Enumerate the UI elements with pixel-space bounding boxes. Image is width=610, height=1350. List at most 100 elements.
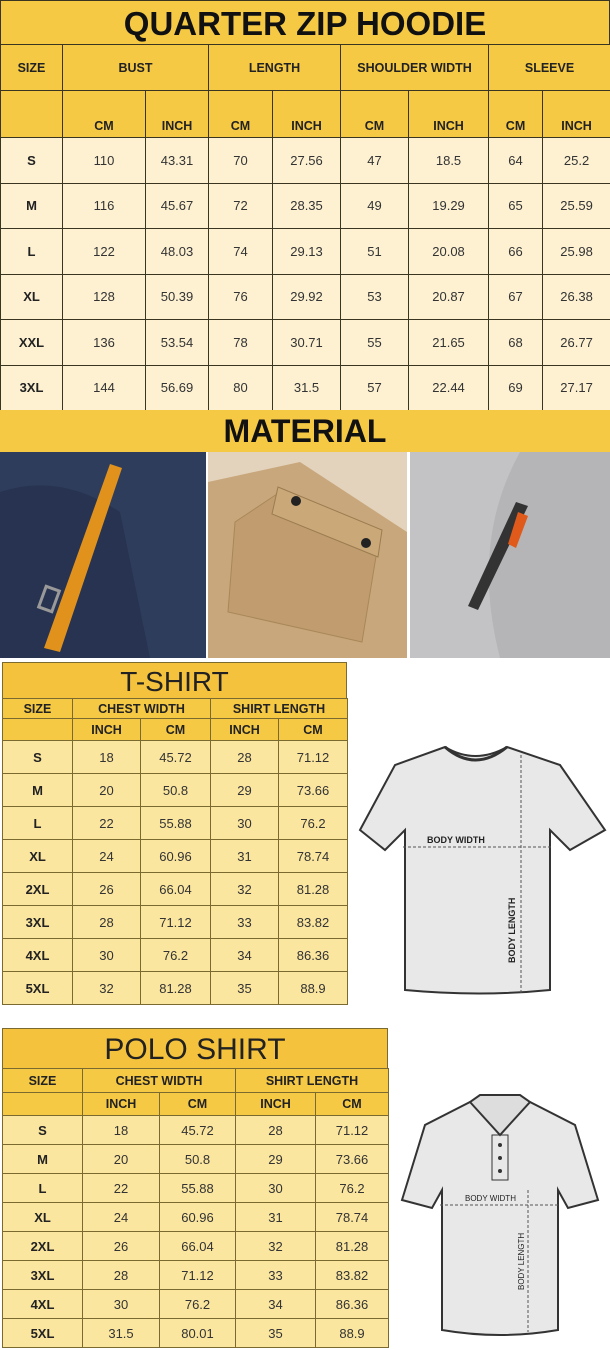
value-cell: 45.72 [159, 1115, 236, 1145]
size-cell: 3XL [2, 1260, 83, 1290]
value-cell: 35 [210, 971, 279, 1005]
value-cell: 31 [210, 839, 279, 873]
value-cell: 51 [340, 228, 410, 275]
value-cell: 31.5 [82, 1318, 160, 1348]
value-cell: 34 [235, 1289, 316, 1319]
value-cell: 56.69 [145, 364, 209, 411]
size-cell: M [2, 773, 73, 807]
tshirt-size-table: SIZE CHEST WIDTH SHIRT LENGTH INCH CM INCH CM S… [2, 698, 349, 1005]
value-cell: 74 [208, 228, 273, 275]
unit-header: CM [62, 90, 146, 138]
table-row: 3XL 144 56.69 80 31.5 57 22.44 69 27.17 [0, 364, 610, 411]
size-header: SIZE [0, 44, 63, 91]
polo-body-length-label: BODY LENGTH [517, 1233, 526, 1290]
value-cell: 18.5 [408, 137, 490, 184]
value-cell: 22 [82, 1173, 160, 1203]
value-cell: 55.88 [140, 806, 211, 840]
value-cell: 26.77 [542, 319, 610, 366]
polo-body-width-label: BODY WIDTH [465, 1194, 516, 1203]
table-row: XL 24 60.96 31 78.74 [2, 1202, 390, 1232]
value-cell: 30 [82, 1289, 160, 1319]
group-header: SHIRT LENGTH [234, 1068, 390, 1093]
value-cell: 26 [72, 872, 141, 906]
table-row: M 20 50.8 29 73.66 [2, 1144, 390, 1174]
value-cell: 73.66 [314, 1144, 390, 1174]
navy-pocket-photo [0, 452, 206, 658]
unit-header: CM [208, 90, 273, 138]
value-cell: 22.44 [408, 364, 490, 411]
value-cell: 110 [62, 137, 146, 184]
value-cell: 35 [235, 1318, 316, 1348]
unit-header: CM [488, 90, 544, 138]
value-cell: 34 [210, 938, 279, 972]
value-cell: 144 [62, 364, 146, 411]
group-header: LENGTH [207, 44, 342, 91]
value-cell: 68 [488, 319, 544, 366]
empty-header [2, 718, 73, 741]
value-cell: 57 [340, 364, 410, 411]
value-cell: 43.31 [145, 137, 209, 184]
unit-header: INCH [210, 718, 279, 741]
empty-header [2, 1092, 83, 1116]
value-cell: 19.29 [408, 182, 490, 229]
value-cell: 67 [488, 273, 544, 320]
value-cell: 30 [210, 806, 279, 840]
unit-row: CM INCH CM INCH CM INCH CM INCH [0, 90, 610, 138]
value-cell: 20 [82, 1144, 160, 1174]
table-row: 2XL 26 66.04 32 81.28 [2, 1231, 390, 1261]
value-cell: 81.28 [140, 971, 211, 1005]
khaki-pocket-photo [208, 452, 407, 658]
value-cell: 55 [340, 319, 410, 366]
size-cell: XL [2, 839, 73, 873]
value-cell: 73.66 [277, 773, 349, 807]
size-cell: 4XL [2, 938, 73, 972]
hoodie-size-table: SIZE BUST LENGTH SHOULDER WIDTH SLEEVE CM INCH… [0, 44, 610, 411]
value-cell: 83.82 [277, 905, 349, 939]
grey-zip-pocket-photo [410, 452, 610, 658]
value-cell: 26 [82, 1231, 160, 1261]
empty-header [0, 90, 63, 138]
value-cell: 45.72 [140, 740, 211, 774]
value-cell: 55.88 [159, 1173, 236, 1203]
unit-header: CM [340, 90, 410, 138]
unit-header: INCH [72, 718, 141, 741]
value-cell: 32 [210, 872, 279, 906]
table-row: XL 128 50.39 76 29.92 53 20.87 67 26.38 [0, 273, 610, 320]
unit-header: INCH [542, 90, 610, 138]
hoodie-title: QUARTER ZIP HOODIE [0, 0, 610, 45]
size-cell: 4XL [2, 1289, 83, 1319]
value-cell: 70 [208, 137, 273, 184]
header-row: SIZE CHEST WIDTH SHIRT LENGTH [2, 1068, 390, 1093]
value-cell: 28 [72, 905, 141, 939]
size-cell: L [0, 228, 63, 275]
value-cell: 122 [62, 228, 146, 275]
value-cell: 86.36 [277, 938, 349, 972]
value-cell: 53 [340, 273, 410, 320]
group-header: CHEST WIDTH [72, 698, 211, 719]
material-title: MATERIAL [0, 410, 610, 452]
value-cell: 48.03 [145, 228, 209, 275]
value-cell: 65 [488, 182, 544, 229]
value-cell: 128 [62, 273, 146, 320]
table-row: S 110 43.31 70 27.56 47 18.5 64 25.2 [0, 137, 610, 184]
value-cell: 72 [208, 182, 273, 229]
group-header: SHIRT LENGTH [209, 698, 349, 719]
table-row: 3XL 28 71.12 33 83.82 [2, 905, 349, 939]
orange-zipper-pull-icon [44, 464, 122, 652]
value-cell: 29.13 [271, 228, 342, 275]
value-cell: 78 [208, 319, 273, 366]
value-cell: 29 [210, 773, 279, 807]
header-row: SIZE CHEST WIDTH SHIRT LENGTH [2, 698, 349, 719]
size-cell: M [2, 1144, 83, 1174]
table-row: M 116 45.67 72 28.35 49 19.29 65 25.59 [0, 182, 610, 229]
size-cell: XL [2, 1202, 83, 1232]
polo-title: POLO SHIRT [2, 1028, 388, 1069]
unit-header: INCH [408, 90, 490, 138]
value-cell: 28.35 [271, 182, 342, 229]
tshirt-title: T-SHIRT [2, 662, 347, 699]
value-cell: 78.74 [314, 1202, 390, 1232]
value-cell: 81.28 [277, 872, 349, 906]
value-cell: 30 [72, 938, 141, 972]
value-cell: 27.17 [542, 364, 610, 411]
unit-header: CM [159, 1092, 236, 1116]
